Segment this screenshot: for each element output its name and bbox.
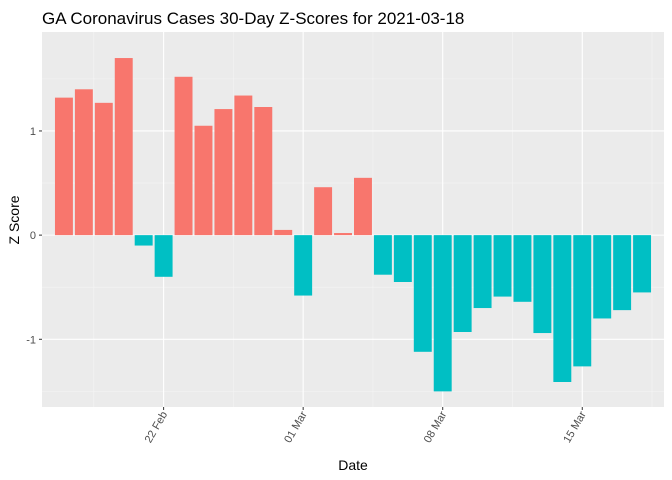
bar: [633, 235, 652, 293]
y-tick-label: 0: [30, 230, 36, 242]
bar: [114, 58, 133, 236]
bar: [234, 95, 253, 236]
bar: [134, 235, 153, 246]
bar: [74, 89, 93, 236]
bars: [54, 58, 652, 392]
y-tick-label: 1: [30, 126, 36, 138]
y-axis: -1 0 1: [26, 126, 42, 346]
bar: [533, 235, 552, 334]
y-axis-title: Z Score: [6, 195, 22, 244]
x-axis-title: Date: [338, 457, 368, 473]
bar: [573, 235, 592, 367]
bar: [154, 235, 173, 277]
bar: [553, 235, 572, 382]
bar: [274, 229, 293, 236]
bar: [393, 235, 412, 282]
bar: [54, 97, 73, 236]
bar: [194, 125, 213, 236]
bar: [453, 235, 472, 332]
grid-minor: [42, 32, 664, 407]
bar: [294, 235, 313, 296]
chart-title: GA Coronavirus Cases 30-Day Z-Scores for…: [42, 9, 464, 28]
x-tick-label: 22 Feb: [143, 410, 171, 446]
bar: [354, 177, 372, 236]
bar: [493, 235, 512, 297]
bar: [314, 187, 333, 236]
x-tick-label: 08 Mar: [422, 409, 450, 445]
bar: [94, 102, 113, 236]
x-tick-label: 15 Mar: [561, 409, 589, 445]
bar: [473, 235, 492, 309]
bar: [593, 235, 612, 319]
bar: [613, 235, 632, 311]
bar: [254, 107, 273, 236]
y-tick-label: -1: [26, 334, 36, 346]
bar: [433, 235, 452, 392]
bar: [174, 76, 193, 236]
bar: [413, 235, 432, 352]
bar: [513, 235, 532, 302]
bar: [334, 233, 352, 236]
bar: [214, 109, 233, 236]
bar: [373, 235, 392, 275]
x-axis: 22 Feb 01 Mar 08 Mar 15 Mar: [143, 407, 589, 445]
x-tick-label: 01 Mar: [282, 409, 310, 445]
